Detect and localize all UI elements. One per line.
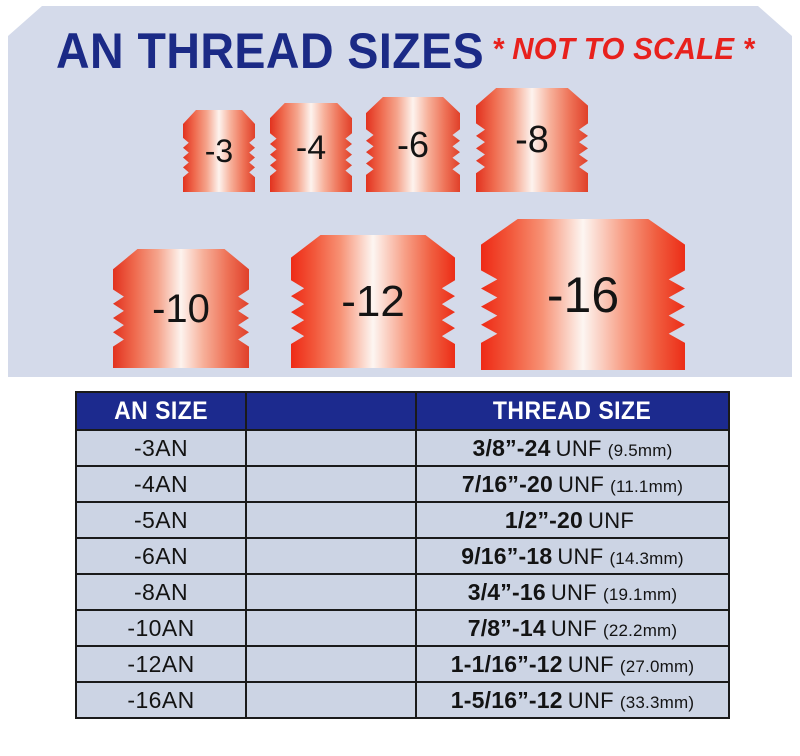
cell-spacer — [245, 429, 417, 467]
thread-metric: (11.1mm) — [610, 476, 684, 496]
fitting-dash10: -10 — [110, 246, 252, 371]
fitting-label: -12 — [341, 276, 405, 326]
thread-standard: UNF — [588, 507, 635, 533]
table-header-row: AN SIZE THREAD SIZE — [75, 391, 730, 431]
cell-spacer — [245, 501, 417, 539]
cell-thread-size: 3/8”-24 UNF (9.5mm) — [415, 429, 730, 467]
cell-an-size: -10AN — [75, 609, 247, 647]
cell-an-size: -12AN — [75, 645, 247, 683]
thread-fraction: 1-5/16”-12 — [450, 686, 563, 713]
title-row: AN THREAD SIZES * NOT TO SCALE * — [0, 22, 800, 82]
not-to-scale-note: * NOT TO SCALE * — [492, 31, 755, 66]
table-row: -10AN 7/8”-14 UNF (22.2mm) — [75, 609, 730, 647]
fitting-label: -3 — [204, 133, 234, 169]
page-title: AN THREAD SIZES — [56, 23, 485, 79]
cell-an-size: -6AN — [75, 537, 247, 575]
cell-thread-size: 9/16”-18 UNF (14.3mm) — [415, 537, 730, 575]
cell-thread-size: 1-1/16”-12 UNF (27.0mm) — [415, 645, 730, 683]
thread-fraction: 7/16”-20 — [461, 470, 553, 497]
table-row: -8AN 3/4”-16 UNF (19.1mm) — [75, 573, 730, 611]
fitting-dash8: -8 — [474, 86, 590, 194]
thread-fraction: 1/2”-20 — [504, 506, 583, 533]
column-header-spacer — [245, 391, 417, 431]
thread-metric: (19.1mm) — [602, 584, 678, 604]
fitting-body — [481, 219, 685, 370]
cell-an-size: -4AN — [75, 465, 247, 503]
thread-metric: (27.0mm) — [619, 656, 695, 676]
cell-spacer — [245, 645, 417, 683]
cell-thread-size: 7/8”-14 UNF (22.2mm) — [415, 609, 730, 647]
cell-an-size: -8AN — [75, 573, 247, 611]
thread-fraction: 3/4”-16 — [467, 578, 546, 605]
cell-thread-size: 7/16”-20 UNF (11.1mm) — [415, 465, 730, 503]
an-size-header-label: AN SIZE — [114, 396, 208, 425]
table-row: -5AN 1/2”-20 UNF — [75, 501, 730, 539]
thread-standard: UNF — [550, 615, 597, 641]
cell-an-size: -5AN — [75, 501, 247, 539]
cell-spacer — [245, 537, 417, 575]
thread-metric: (9.5mm) — [607, 440, 673, 460]
thread-metric: (33.3mm) — [619, 692, 695, 712]
column-header-thread-size: THREAD SIZE — [415, 391, 730, 431]
fitting-body — [476, 88, 588, 192]
fitting-label: -4 — [295, 128, 327, 167]
thread-standard: UNF — [550, 579, 597, 605]
thread-standard: UNF — [557, 471, 605, 497]
fitting-dash12: -12 — [288, 232, 458, 371]
thread-fraction: 1-1/16”-12 — [450, 650, 563, 677]
thread-standard: UNF — [567, 651, 614, 677]
fitting-label: -6 — [396, 123, 429, 165]
fitting-body — [270, 103, 352, 192]
thread-fraction: 3/8”-24 — [472, 434, 551, 461]
fitting-dash6: -6 — [364, 95, 462, 194]
thread-fraction: 7/8”-14 — [467, 614, 546, 641]
cell-spacer — [245, 609, 417, 647]
fitting-dash4: -4 — [268, 101, 354, 194]
table-row: -16AN 1-5/16”-12 UNF (33.3mm) — [75, 681, 730, 719]
table-row: -12AN 1-1/16”-12 UNF (27.0mm) — [75, 645, 730, 683]
table-row: -4AN 7/16”-20 UNF (11.1mm) — [75, 465, 730, 503]
fitting-body — [113, 249, 249, 368]
thread-size-table: AN SIZE THREAD SIZE -3AN 3/8”-24 UNF (9.5mm… — [75, 391, 730, 719]
fitting-body — [183, 110, 255, 192]
column-header-an-size: AN SIZE — [75, 391, 247, 431]
fitting-label: -8 — [515, 119, 549, 161]
fitting-body — [366, 97, 460, 192]
fitting-body — [291, 235, 455, 368]
cell-spacer — [245, 681, 417, 719]
cell-thread-size: 3/4”-16 UNF (19.1mm) — [415, 573, 730, 611]
fitting-dash16: -16 — [477, 216, 689, 373]
fitting-label: -10 — [152, 286, 210, 331]
cell-an-size: -16AN — [75, 681, 247, 719]
thread-fraction: 9/16”-18 — [461, 542, 553, 569]
fitting-dash3: -3 — [181, 108, 257, 194]
table-row: -3AN 3/8”-24 UNF (9.5mm) — [75, 429, 730, 467]
thread-size-header-label: THREAD SIZE — [493, 396, 652, 425]
cell-thread-size: 1-5/16”-12 UNF (33.3mm) — [415, 681, 730, 719]
thread-standard: UNF — [555, 435, 602, 461]
cell-thread-size: 1/2”-20 UNF — [415, 501, 730, 539]
fitting-label: -16 — [546, 266, 620, 323]
cell-spacer — [245, 465, 417, 503]
cell-spacer — [245, 573, 417, 611]
thread-metric: (22.2mm) — [602, 620, 678, 640]
thread-metric: (14.3mm) — [609, 548, 684, 568]
thread-standard: UNF — [567, 687, 614, 713]
cell-an-size: -3AN — [75, 429, 247, 467]
table-row: -6AN 9/16”-18 UNF (14.3mm) — [75, 537, 730, 575]
thread-standard: UNF — [557, 543, 604, 569]
